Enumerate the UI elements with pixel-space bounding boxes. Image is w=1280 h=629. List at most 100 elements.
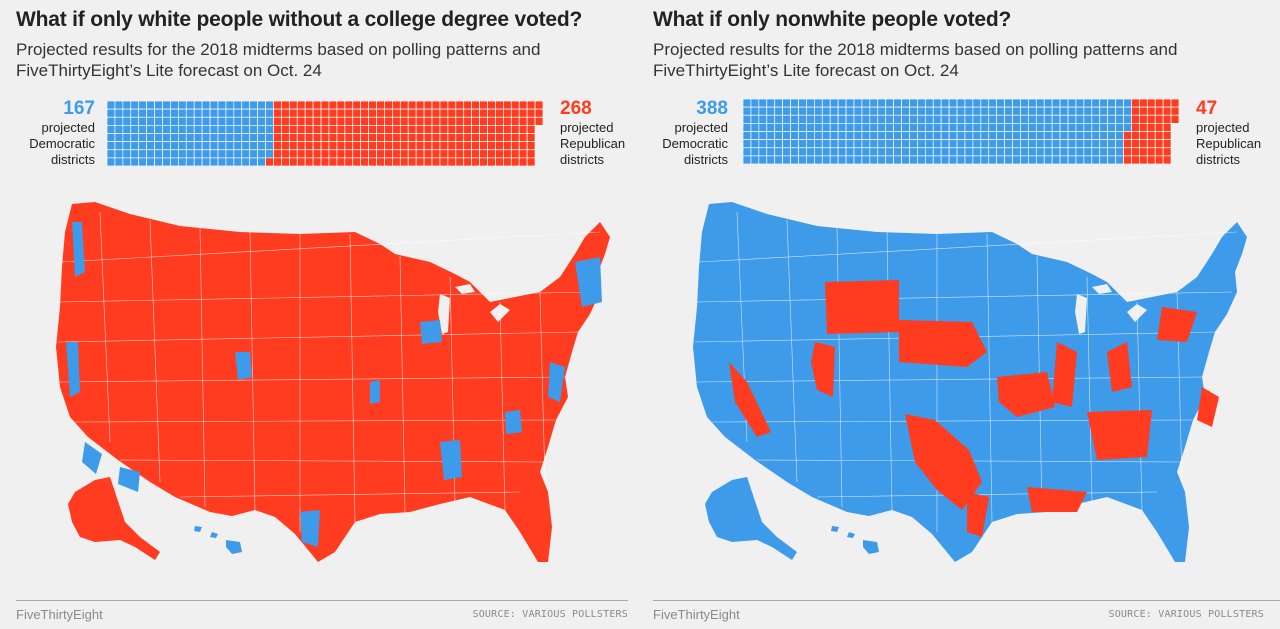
democratic-seat-square (790, 131, 799, 140)
democratic-seat-square (909, 106, 918, 116)
democratic-seat-square (948, 99, 958, 108)
democratic-seat-square (1035, 155, 1045, 164)
republican-seat-square (407, 101, 417, 110)
democratic-seat-square (154, 101, 163, 110)
republican-seat-square (376, 116, 385, 126)
democratic-seat-square (1051, 147, 1061, 157)
democratic-seat-square (1051, 123, 1061, 132)
republican-seat-square (439, 108, 449, 118)
democratic-seat-square (877, 139, 887, 149)
democratic-seat-square (940, 106, 950, 116)
democratic-seat-square (177, 149, 187, 159)
panel-subtitle: Projected results for the 2018 midterms … (653, 40, 1178, 80)
republican-seat-square (1170, 106, 1179, 116)
democratic-seat-square (225, 116, 235, 126)
democratic-seat-square (1099, 114, 1109, 124)
republican-seat-square (455, 108, 465, 118)
democratic-seat-square (861, 106, 871, 116)
democratic-seat-square (1123, 99, 1132, 108)
democratic-seat-square (806, 131, 815, 140)
republican-seat-square (304, 101, 314, 110)
democratic-seat-square (782, 139, 791, 149)
democratic-seat-square (869, 99, 879, 108)
republican-seat-square (455, 141, 465, 151)
republican-seat-square (399, 133, 409, 142)
democratic-seat-square (1004, 155, 1013, 164)
democratic-seat-square (774, 131, 783, 140)
democratic-seat-square (766, 155, 776, 164)
republican-seat-square (1170, 99, 1179, 108)
label-line: districts (1196, 152, 1241, 167)
republican-seat-square (304, 108, 314, 118)
democratic-seat-square (146, 125, 155, 134)
democratic-seat-square (869, 106, 879, 116)
republican-seat-square (328, 133, 338, 142)
republican-seat-square (1131, 123, 1140, 132)
democratic-seat-square (154, 133, 163, 142)
republican-seat-square (479, 141, 488, 151)
republican-seat-square (1131, 131, 1140, 140)
republican-seat-square (503, 133, 512, 142)
democratic-seat-square (743, 106, 752, 116)
republican-seat-square (534, 108, 543, 118)
democratic-seat-square (829, 147, 839, 157)
democratic-seat-square (1115, 147, 1124, 157)
democratic-seat-square (996, 114, 1005, 124)
democratic-seat-square (1043, 147, 1053, 157)
democratic-seat-square (1043, 123, 1053, 132)
democratic-seat-square (225, 141, 235, 151)
democratic-seat-square (130, 116, 140, 126)
democratic-seat-square (766, 114, 776, 124)
republican-seat-square (320, 141, 330, 151)
democratic-seat-square (909, 114, 918, 124)
democratic-seat-square (909, 131, 918, 140)
republican-seat-square (1146, 147, 1156, 157)
democratic-seat-square (917, 155, 926, 164)
democratic-seat-square (972, 123, 982, 132)
democratic-seat-square (114, 125, 124, 134)
republican-seat-square (423, 149, 433, 159)
democratic-seat-square (782, 131, 791, 140)
democratic-seat-square (1083, 155, 1093, 164)
republican-seat-square (447, 108, 457, 118)
democratic-seat-square (1043, 99, 1053, 108)
democratic-seat-square (1043, 155, 1053, 164)
democratic-seat-square (1035, 139, 1045, 149)
contiguous-us (56, 202, 610, 562)
democratic-seat-square (813, 155, 823, 164)
republican-seat-square (296, 141, 306, 151)
republican-seat-square (495, 157, 504, 166)
democratic-seat-square (774, 123, 783, 132)
republican-seat-square (518, 101, 528, 110)
republican-seat-square (1139, 106, 1148, 116)
republican-seat-square (487, 101, 496, 110)
republican-seat-square (503, 116, 512, 126)
democratic-seat-square (1115, 139, 1124, 149)
democratic-seat-square (917, 147, 926, 157)
republican-seat-square (273, 157, 282, 166)
democratic-seat-square (1107, 106, 1116, 116)
democratic-seat-square (193, 141, 203, 151)
republican-seat-square (328, 108, 338, 118)
democratic-seat-square (980, 139, 990, 149)
democratic-seat-square (1059, 131, 1069, 140)
republican-seat-square (431, 116, 441, 126)
democratic-seat-square (956, 106, 966, 116)
democratic-seat-square (1020, 147, 1029, 157)
democratic-seat-square (940, 155, 950, 164)
republican-seat-square (296, 157, 306, 166)
republican-count-label: 47 projected Republican districts (1196, 98, 1261, 168)
democratic-seat-square (743, 131, 752, 140)
republican-seat-square (304, 141, 314, 151)
democratic-seat-square (853, 147, 863, 157)
democratic-seat-square (821, 139, 831, 149)
democratic-seat-square (758, 106, 768, 116)
democratic-seat-square (138, 116, 147, 126)
republican-seat-square (518, 133, 528, 142)
democratic-seat-square (901, 114, 910, 124)
democratic-seat-square (901, 123, 910, 132)
democratic-seat-square (750, 131, 760, 140)
democratic-seat-square (154, 108, 163, 118)
democratic-seat-square (909, 99, 918, 108)
republican-seat-square (487, 141, 496, 151)
